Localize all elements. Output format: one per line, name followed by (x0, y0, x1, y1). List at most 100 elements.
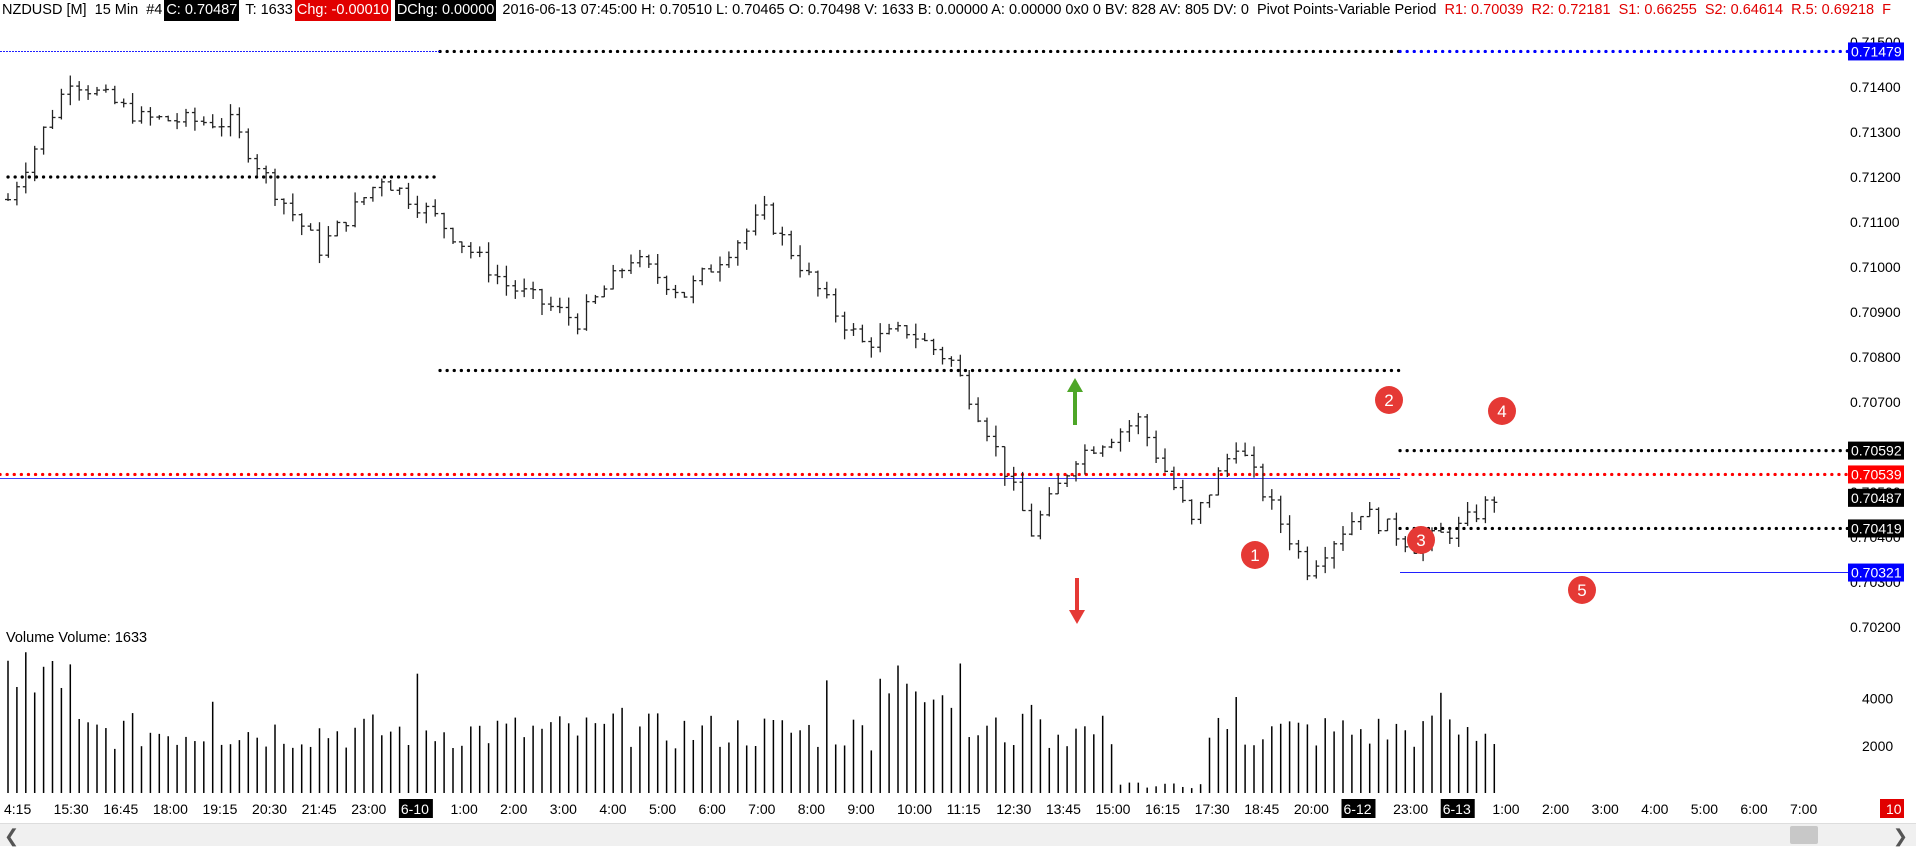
marker-circle (1407, 526, 1435, 554)
volume-panel-label: Volume Volume: 1633 (6, 630, 148, 646)
bar-info-label: 2016-06-13 07:45:00 H: 0.70510 L: 0.7046… (502, 2, 1249, 18)
price-tick-label: 0.71000 (1850, 259, 1901, 275)
time-label: 20:30 (252, 801, 287, 817)
time-label: 3:00 (550, 801, 577, 817)
price-tags: 0.71479 0.70592 0.70539 0.70487 0.70419 0.703… (1848, 42, 1904, 582)
arrow-down-icon (1069, 578, 1085, 624)
time-label: 7:00 (748, 801, 775, 817)
s1-value: S1: 0.66255 (1618, 2, 1697, 18)
price-tag-bg (1848, 563, 1904, 582)
volume-bars (7, 652, 1496, 793)
marker-circle (1375, 386, 1403, 414)
marker-circle (1488, 397, 1516, 425)
time-label: 1:00 (451, 801, 478, 817)
time-axis: 4:15 15:30 16:45 18:00 19:15 20:30 21:45 23:00 6… (4, 799, 1904, 818)
header-trail: F (1882, 2, 1891, 18)
indicator-name[interactable]: Pivot Points-Variable Period (1256, 2, 1437, 18)
marker-circle (1241, 541, 1269, 569)
change-badge: Chg: -0.00010 (294, 0, 391, 21)
time-label: 18:45 (1244, 801, 1279, 817)
time-label: 5:00 (1691, 801, 1718, 817)
time-label: 23:00 (351, 801, 386, 817)
arrow-up-icon (1067, 378, 1083, 425)
time-label: 4:15 (4, 801, 31, 817)
volume-tick-label: 4000 (1862, 691, 1893, 707)
time-label: 6:00 (1740, 801, 1767, 817)
time-label: 10:00 (897, 801, 932, 817)
ticks-label: T: 1633 (245, 2, 293, 18)
time-label: 6-12 (1344, 801, 1372, 817)
price-tag-bg (1848, 465, 1904, 484)
time-label: 9:00 (847, 801, 874, 817)
time-label: 16:15 (1145, 801, 1180, 817)
price-chart[interactable]: 0.715000.714000.713000.712000.711000.710… (0, 0, 1916, 823)
chevron-right-icon[interactable]: ❯ (1892, 826, 1908, 846)
price-tag-bg (1848, 441, 1904, 460)
marker-3: 3 (1407, 526, 1435, 554)
time-label: 12:30 (996, 801, 1031, 817)
marker-2: 2 (1375, 386, 1403, 414)
date-badge-bg (1341, 799, 1376, 818)
time-label: 4:00 (599, 801, 626, 817)
time-label: 7:00 (1790, 801, 1817, 817)
horizontal-scrollbar[interactable]: ❮ ❯ (0, 823, 1916, 846)
s2-value: S2: 0.64614 (1704, 2, 1784, 18)
date-badge-bg (398, 799, 433, 818)
dchange-badge: DChg: 0.00000 (394, 0, 497, 21)
time-label: 8:00 (798, 801, 825, 817)
scroll-thumb[interactable] (1790, 826, 1818, 844)
chart-header: NZDUSD [M] 15 Min #4 C: 0.70487 T: 1633 Ch… (0, 0, 1916, 21)
bar-count-label: #4 (146, 2, 163, 18)
price-tag: 0.70419 (1851, 520, 1902, 536)
interval-label: 15 Min (94, 2, 139, 18)
price-tick-label: 0.71100 (1850, 214, 1900, 230)
time-label: 19:15 (202, 801, 237, 817)
pivot-levels (0, 49, 1857, 573)
time-label: 4:00 (1641, 801, 1668, 817)
time-label: 13:45 (1046, 801, 1081, 817)
r5-value: R.5: 0.69218 (1791, 2, 1875, 18)
time-label: 2:00 (1542, 801, 1569, 817)
price-tag-bg (1848, 519, 1904, 538)
r1-value: R1: 0.70039 (1444, 2, 1524, 18)
price-tag: 0.71479 (1851, 43, 1902, 59)
time-label: 6:00 (699, 801, 726, 817)
time-label: 1:00 (1492, 801, 1519, 817)
price-tick-label: 0.71400 (1850, 79, 1901, 95)
corner-badge: 10 (1886, 801, 1902, 817)
price-tick-label: 0.71300 (1850, 124, 1901, 140)
price-tick-label: 0.70900 (1850, 304, 1901, 320)
annotations: 1 2 3 4 5 (1067, 378, 1596, 624)
marker-label: 2 (1384, 391, 1393, 410)
r2-value: R2: 0.72181 (1531, 2, 1611, 18)
marker-label: 1 (1250, 546, 1259, 565)
marker-4: 4 (1488, 397, 1516, 425)
marker-label: 3 (1416, 531, 1425, 550)
marker-label: 5 (1577, 581, 1586, 600)
corner-badge-bg (1880, 799, 1904, 818)
symbol-label: NZDUSD [M] (2, 2, 87, 18)
price-tick-label: 0.71200 (1850, 169, 1901, 185)
time-label: 21:45 (302, 801, 337, 817)
marker-circle (1568, 576, 1596, 604)
time-label: 2:00 (500, 801, 527, 817)
time-label: 18:00 (153, 801, 188, 817)
time-label: 15:30 (54, 801, 89, 817)
time-label: 15:00 (1095, 801, 1130, 817)
price-tag: 0.70321 (1851, 565, 1902, 581)
time-label: 16:45 (103, 801, 138, 817)
price-tick-label: 0.70800 (1850, 349, 1901, 365)
time-label: 11:15 (947, 801, 981, 817)
chevron-left-icon[interactable]: ❮ (4, 826, 20, 846)
price-bars (5, 75, 1498, 581)
date-badge-bg (1440, 799, 1475, 818)
time-label: 23:00 (1393, 801, 1428, 817)
close-badge: C: 0.70487 (164, 0, 240, 21)
price-tag: 0.70539 (1851, 466, 1902, 482)
price-tag-bg (1848, 488, 1904, 507)
price-tag: 0.70592 (1851, 443, 1902, 459)
time-label: 5:00 (649, 801, 676, 817)
marker-5: 5 (1568, 576, 1596, 604)
price-axis: 0.715000.714000.713000.712000.711000.710… (1850, 34, 1901, 754)
time-label: 17:30 (1195, 801, 1230, 817)
